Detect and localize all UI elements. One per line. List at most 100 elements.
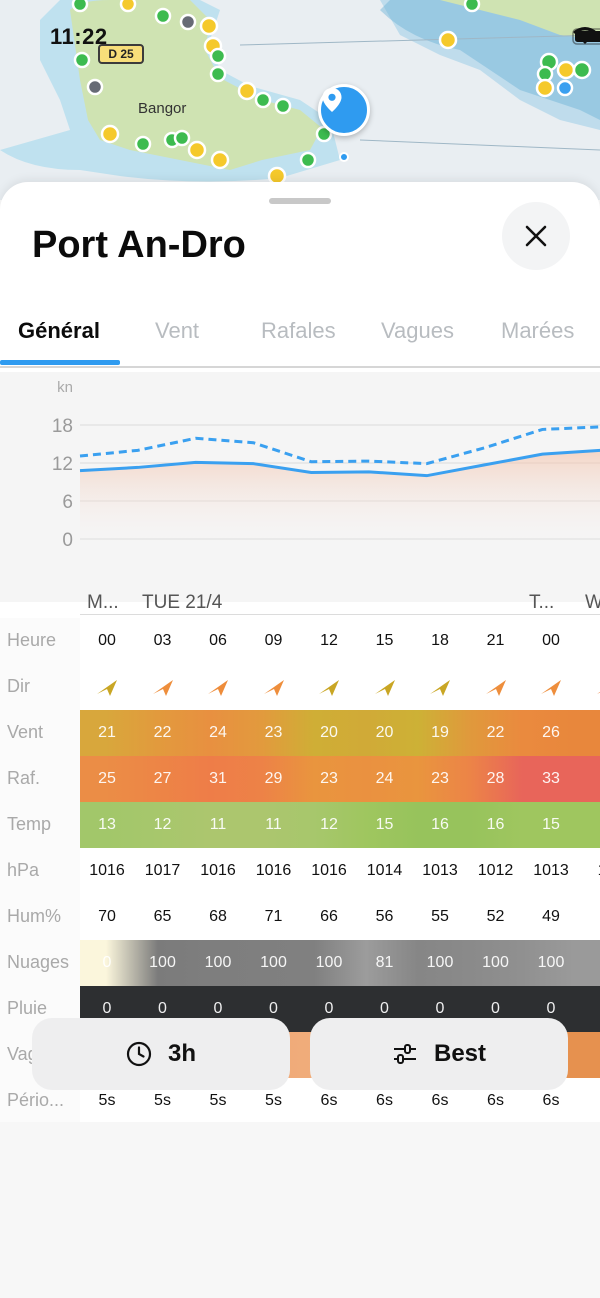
table-cell: 19 xyxy=(431,724,449,741)
table-row-periode: 5s 5s 5s 5s 6s 6s 6s 6s 6s 6 xyxy=(80,1078,600,1124)
row-label: Vent xyxy=(7,722,44,742)
model-button[interactable]: Best xyxy=(310,1018,568,1090)
wind-direction-arrow-icon xyxy=(430,680,450,696)
table-cell: 1014 xyxy=(366,862,403,879)
active-tab-indicator xyxy=(0,360,120,365)
wind-direction-arrow-icon xyxy=(97,680,117,696)
table-cell: 6s xyxy=(431,1092,449,1109)
table-cell: 56 xyxy=(375,908,394,925)
row-label: Nuages xyxy=(7,952,70,972)
table-cell: 1013 xyxy=(533,862,569,879)
tab-marees[interactable]: Marées xyxy=(501,318,575,343)
table-cell: 68 xyxy=(209,908,227,925)
row-label: Raf. xyxy=(7,768,41,788)
map-background xyxy=(0,0,600,200)
table-row-nuages: 0 100 100 100 100 81 100 100 100 1 xyxy=(80,940,600,986)
table-cell: 0 xyxy=(158,1000,167,1017)
table-cell: 0 xyxy=(491,1000,500,1017)
table-cell: 09 xyxy=(264,632,283,649)
day-label: W xyxy=(585,592,600,613)
spot-title: Port An-Dro xyxy=(32,224,246,266)
sliders-icon xyxy=(393,1044,416,1064)
table-cell: 70 xyxy=(98,908,116,925)
spot-markers[interactable] xyxy=(0,0,600,200)
day-label: M... xyxy=(87,592,119,613)
table-cell: 5 xyxy=(579,894,600,940)
table-row-dir xyxy=(80,664,600,710)
table-cell: 6s xyxy=(376,1092,393,1109)
wind-chart-svg: 18 12 6 0 kn xyxy=(52,379,600,551)
day-label: T... xyxy=(529,592,555,613)
table-cell: 15 xyxy=(375,816,394,833)
table-row-hpa: 1016 1017 1016 1016 1016 1014 1013 1012 1013 10 xyxy=(80,848,600,894)
table-cell: 22 xyxy=(486,724,505,741)
map-place-label: Bangor xyxy=(138,100,187,117)
road-badge: D 25 xyxy=(98,44,144,64)
table-cell: 12 xyxy=(153,816,172,833)
table-cell: 25 xyxy=(98,770,116,787)
table-cell: 21 xyxy=(98,724,116,741)
table-cell: 15 xyxy=(542,816,560,833)
wind-direction-arrow-icon xyxy=(541,680,561,696)
wind-chart[interactable]: 18 12 6 0 kn xyxy=(0,372,600,602)
y-axis-unit: kn xyxy=(57,379,73,396)
table-cell: 1016 xyxy=(89,862,125,879)
table-cell: 1012 xyxy=(477,862,514,879)
battery-icon xyxy=(572,28,600,45)
table-cell: 100 xyxy=(315,954,343,971)
table-cell: 00 xyxy=(98,632,116,649)
table-cell: 00 xyxy=(542,632,560,649)
y-tick-label: 12 xyxy=(52,454,73,475)
day-header-divider xyxy=(80,614,600,615)
table-row-hum: 70 65 68 71 66 56 55 52 49 5 xyxy=(80,894,600,940)
table-cell: 23 xyxy=(264,724,283,741)
tab-rafales[interactable]: Rafales xyxy=(261,318,336,343)
table-cell: 0 xyxy=(213,1000,223,1017)
close-icon xyxy=(525,225,547,247)
close-button[interactable] xyxy=(502,202,570,270)
sheet-grabber[interactable] xyxy=(269,198,331,204)
table-cell: 0 xyxy=(102,954,112,971)
table-cell: 24 xyxy=(209,724,227,741)
gust-series-line xyxy=(79,425,600,466)
table-cell: 28 xyxy=(486,770,505,787)
location-pin-marker[interactable] xyxy=(318,84,370,136)
table-cell: 71 xyxy=(264,908,283,925)
tab-vagues[interactable]: Vagues xyxy=(381,318,454,343)
table-cell: 6s xyxy=(320,1092,338,1109)
table-cell: 0 xyxy=(380,1000,389,1017)
table-cell: 2 xyxy=(579,710,600,756)
row-label: Pério... xyxy=(7,1090,65,1110)
tab-vent[interactable]: Vent xyxy=(155,318,200,343)
table-row-rafales: 2527312923242328333 xyxy=(80,756,600,802)
table-cell: 1017 xyxy=(144,862,181,879)
row-label: Dir xyxy=(7,676,30,696)
tab-general[interactable]: Général xyxy=(18,318,100,343)
interval-label: 3h xyxy=(167,1040,196,1067)
table-cell: 100 xyxy=(426,954,454,971)
table-cell: 03 xyxy=(153,632,172,649)
table-cell: 3 xyxy=(579,756,600,802)
table-cell: 26 xyxy=(542,724,560,741)
interval-button[interactable]: 3h xyxy=(32,1018,290,1090)
table-row-heure: 0003060912151821000 xyxy=(80,618,600,664)
map-pin-icon xyxy=(322,88,342,112)
wind-direction-arrow-icon xyxy=(152,680,173,696)
table-cell: 100 xyxy=(149,954,176,971)
table-cell: 5s xyxy=(209,1092,227,1109)
table-cell: 52 xyxy=(486,908,505,925)
table-row-vent: 21 22 24 23 20 20 19 22 26 2 xyxy=(80,710,600,756)
table-cell: 49 xyxy=(542,908,560,925)
table-cell: 10 xyxy=(579,848,600,894)
table-cell: 24 xyxy=(375,770,394,787)
table-cell: 22 xyxy=(153,724,172,741)
table-cell: 100 xyxy=(537,954,565,971)
table-cell: 1016 xyxy=(200,862,236,879)
map-view[interactable]: 11:22 D 25 Bangor xyxy=(0,0,600,200)
y-tick-label: 6 xyxy=(62,492,73,513)
table-cell: 65 xyxy=(153,908,172,925)
wind-direction-arrow-icon xyxy=(485,680,506,696)
wind-direction-arrow-icon xyxy=(596,691,600,694)
chart-area-fill xyxy=(80,450,600,549)
table-cell: 100 xyxy=(260,954,287,971)
